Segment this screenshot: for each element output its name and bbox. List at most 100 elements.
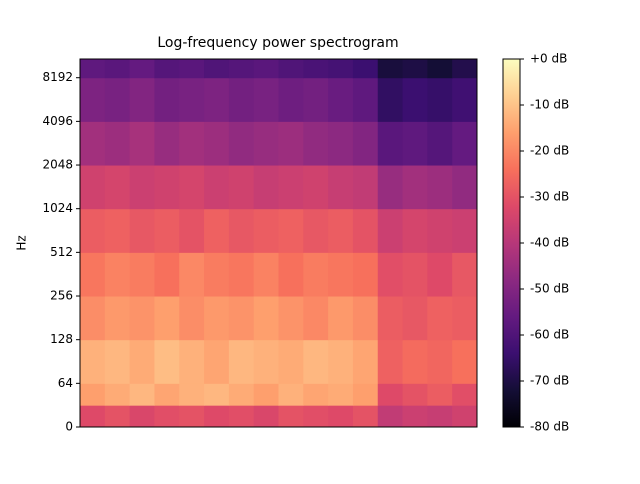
spectrogram-cell bbox=[104, 339, 131, 384]
spectrogram-cell bbox=[278, 383, 304, 406]
spectrogram-cell bbox=[303, 405, 329, 428]
spectrogram-cell bbox=[179, 208, 205, 253]
spectrogram-cell bbox=[80, 339, 106, 384]
y-tick-label: 64 bbox=[58, 376, 73, 390]
spectrogram-cell bbox=[104, 208, 131, 253]
spectrogram-cell bbox=[352, 296, 379, 341]
spectrogram-cell bbox=[452, 405, 478, 428]
spectrogram-cell bbox=[402, 165, 428, 210]
spectrogram-cell bbox=[278, 59, 304, 79]
spectrogram-cell bbox=[253, 296, 279, 341]
spectrogram-cell bbox=[80, 252, 106, 297]
spectrogram-cell bbox=[104, 59, 131, 79]
y-tick-label: 512 bbox=[50, 245, 73, 259]
spectrogram-cell bbox=[179, 59, 205, 79]
spectrogram-cell bbox=[204, 59, 230, 79]
spectrogram-cell bbox=[427, 339, 453, 384]
spectrogram-cell bbox=[377, 383, 404, 406]
spectrogram-cell bbox=[352, 252, 379, 297]
spectrogram-cell bbox=[303, 121, 329, 166]
spectrogram-cell bbox=[328, 208, 354, 253]
spectrogram-cell bbox=[104, 165, 131, 210]
spectrogram-cell bbox=[204, 339, 230, 384]
spectrogram-cell bbox=[352, 59, 379, 79]
spectrogram-cell bbox=[154, 296, 180, 341]
y-tick-label: 2048 bbox=[42, 158, 73, 172]
spectrogram-cell bbox=[352, 339, 379, 384]
spectrogram-cell bbox=[402, 208, 428, 253]
spectrogram-cell bbox=[204, 383, 230, 406]
spectrogram-cell bbox=[377, 59, 404, 79]
spectrogram-cell bbox=[352, 77, 379, 122]
y-tick-label: 128 bbox=[50, 332, 73, 346]
colorbar bbox=[502, 58, 521, 428]
y-tick-label: 4096 bbox=[42, 114, 73, 128]
spectrogram-cell bbox=[228, 59, 255, 79]
colorbar-tick-label: -70 dB bbox=[530, 374, 569, 388]
spectrogram-cell bbox=[228, 339, 255, 384]
spectrogram-cell bbox=[253, 405, 279, 428]
spectrogram-cell bbox=[328, 121, 354, 166]
spectrogram-cell bbox=[253, 121, 279, 166]
spectrogram-cell bbox=[278, 208, 304, 253]
colorbar-tick-label: -30 dB bbox=[530, 190, 569, 204]
spectrogram-cell bbox=[328, 77, 354, 122]
y-tick-label: 1024 bbox=[42, 201, 73, 215]
spectrogram-cell bbox=[402, 383, 428, 406]
colorbar-tick-label: -20 dB bbox=[530, 144, 569, 158]
spectrogram-cell bbox=[154, 59, 180, 79]
spectrogram-cell bbox=[328, 383, 354, 406]
spectrogram-cell bbox=[452, 59, 478, 79]
spectrogram-cell bbox=[402, 77, 428, 122]
spectrogram-cell bbox=[328, 339, 354, 384]
spectrogram-cell bbox=[303, 208, 329, 253]
spectrogram-cell bbox=[104, 252, 131, 297]
spectrogram-cell bbox=[228, 383, 255, 406]
spectrogram-cell bbox=[179, 405, 205, 428]
spectrogram-cell bbox=[352, 208, 379, 253]
spectrogram-cell bbox=[80, 383, 106, 406]
spectrogram-cell bbox=[352, 165, 379, 210]
spectrogram-cell bbox=[228, 165, 255, 210]
spectrogram-cell bbox=[427, 296, 453, 341]
spectrogram-cell bbox=[377, 121, 404, 166]
spectrogram-cell bbox=[452, 121, 478, 166]
spectrogram-cell bbox=[352, 121, 379, 166]
spectrogram-cell bbox=[80, 121, 106, 166]
spectrogram-cell bbox=[427, 59, 453, 79]
spectrogram-cell bbox=[228, 77, 255, 122]
spectrogram-cell bbox=[80, 59, 106, 79]
y-tick-label: 8192 bbox=[42, 70, 73, 84]
spectrogram-cell bbox=[303, 165, 329, 210]
spectrogram-cell bbox=[328, 252, 354, 297]
spectrogram-cell bbox=[328, 405, 354, 428]
spectrogram-cell bbox=[179, 252, 205, 297]
spectrogram-cell bbox=[154, 339, 180, 384]
spectrogram-cell bbox=[377, 77, 404, 122]
spectrogram-cell bbox=[352, 405, 379, 428]
spectrogram-cell bbox=[452, 77, 478, 122]
y-tick-label: 0 bbox=[65, 420, 73, 434]
spectrogram-cell bbox=[452, 208, 478, 253]
spectrogram-cell bbox=[80, 405, 106, 428]
y-axis-label: Hz bbox=[15, 235, 29, 250]
spectrogram-cell bbox=[303, 77, 329, 122]
spectrogram-cell bbox=[377, 165, 404, 210]
spectrogram-cell bbox=[427, 252, 453, 297]
spectrogram-cell bbox=[204, 296, 230, 341]
spectrogram-cell bbox=[129, 121, 155, 166]
spectrogram-cell bbox=[129, 252, 155, 297]
spectrogram-cell bbox=[452, 252, 478, 297]
spectrogram-cell bbox=[154, 383, 180, 406]
spectrogram-cell bbox=[154, 165, 180, 210]
spectrogram-cell bbox=[129, 383, 155, 406]
spectrogram-cell bbox=[402, 405, 428, 428]
spectrogram-cell bbox=[402, 59, 428, 79]
y-tick-label: 256 bbox=[50, 289, 73, 303]
spectrogram-cell bbox=[80, 165, 106, 210]
colorbar-tick-label: -60 dB bbox=[530, 328, 569, 342]
spectrogram-cell bbox=[204, 405, 230, 428]
spectrogram-cell bbox=[452, 339, 478, 384]
spectrogram-cell bbox=[204, 121, 230, 166]
